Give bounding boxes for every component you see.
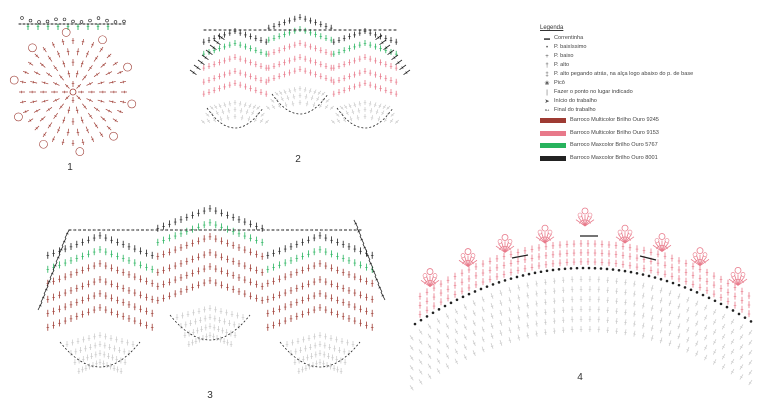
yarn-label: Barroco Multicolor Brilho Ouro 9245 bbox=[570, 117, 659, 123]
legend-item-label: Final do trabalho bbox=[554, 107, 596, 113]
legend-yarn: Barroco Maxcolor Brilho Ouro 5767 bbox=[540, 143, 760, 149]
diagram-number-4: 4 bbox=[577, 372, 583, 383]
diagram-1 bbox=[9, 16, 137, 156]
legend-yarn: Barroco Multicolor Brilho Ouro 9153 bbox=[540, 129, 760, 137]
legend-yarn: Barroco Multicolor Brilho Ouro 9245 bbox=[540, 117, 760, 124]
legend-item: ➳ Final do trabalho bbox=[540, 107, 760, 114]
yarn-swatch bbox=[540, 130, 566, 136]
yarn-label: Barroco Maxcolor Brilho Ouro 8001 bbox=[570, 154, 658, 161]
yarn-label: Barroco Maxcolor Brilho Ouro 5767 bbox=[570, 142, 658, 149]
legend-symbols: ▬ Correntinha • P. baixíssimo + P. baixo † P. a… bbox=[540, 35, 760, 114]
legend-item-label: P. baixíssimo bbox=[554, 44, 587, 50]
legend-item: ❀ Picô bbox=[540, 80, 760, 87]
indicated-place-icon: | bbox=[546, 90, 548, 96]
legend-item: ➤ Início do trabalho bbox=[540, 98, 760, 105]
legend-item: • P. baixíssimo bbox=[540, 44, 760, 51]
start-arrow-icon: ➤ bbox=[544, 99, 550, 105]
legend-yarn: Barroco Maxcolor Brilho Ouro 8001 bbox=[540, 154, 760, 162]
legend-item: + P. baixo bbox=[540, 53, 760, 60]
legend-item-label: P. alto pegando atrás, na alça logo abai… bbox=[554, 71, 694, 77]
legend-item-label: Correntinha bbox=[554, 35, 584, 41]
legend: Legenda ▬ Correntinha • P. baixíssimo + P. ba… bbox=[540, 25, 760, 168]
legend-item-label: Picô bbox=[554, 80, 565, 86]
diagram-number-2: 2 bbox=[295, 154, 301, 165]
legend-title: Legenda bbox=[540, 25, 564, 31]
legend-item: ‡ P. alto pegando atrás, na alça logo aba… bbox=[540, 71, 760, 78]
double-crochet-icon: † bbox=[545, 63, 549, 69]
legend-item: | Fazer o ponto no lugar indicado bbox=[540, 89, 760, 96]
end-arrow-icon: ➳ bbox=[544, 108, 550, 114]
diagram-2 bbox=[189, 14, 411, 129]
picot-icon: ❀ bbox=[544, 81, 550, 87]
slip-stitch-icon: • bbox=[545, 45, 549, 51]
single-crochet-icon: + bbox=[545, 54, 549, 60]
yarn-swatch bbox=[540, 143, 566, 149]
back-loop-double-crochet-icon: ‡ bbox=[545, 72, 549, 78]
yarn-swatch bbox=[540, 118, 566, 124]
legend-item-label: Início do trabalho bbox=[554, 98, 597, 104]
diagram-3 bbox=[37, 205, 386, 374]
diagram-number-3: 3 bbox=[207, 390, 213, 401]
diagram-number-1: 1 bbox=[67, 162, 73, 173]
legend-yarns: Barroco Multicolor Brilho Ouro 9245 Barro… bbox=[540, 117, 760, 162]
legend-item: † P. alto bbox=[540, 62, 760, 69]
legend-item-label: Fazer o ponto no lugar indicado bbox=[554, 89, 633, 95]
chain-icon: ▬ bbox=[544, 36, 550, 42]
legend-item-label: P. alto bbox=[554, 62, 570, 68]
legend-item-label: P. baixo bbox=[554, 53, 574, 59]
yarn-label: Barroco Multicolor Brilho Ouro 9153 bbox=[570, 129, 659, 136]
diagram-4 bbox=[409, 207, 753, 391]
yarn-swatch bbox=[540, 156, 566, 162]
legend-item: ▬ Correntinha bbox=[540, 35, 760, 42]
